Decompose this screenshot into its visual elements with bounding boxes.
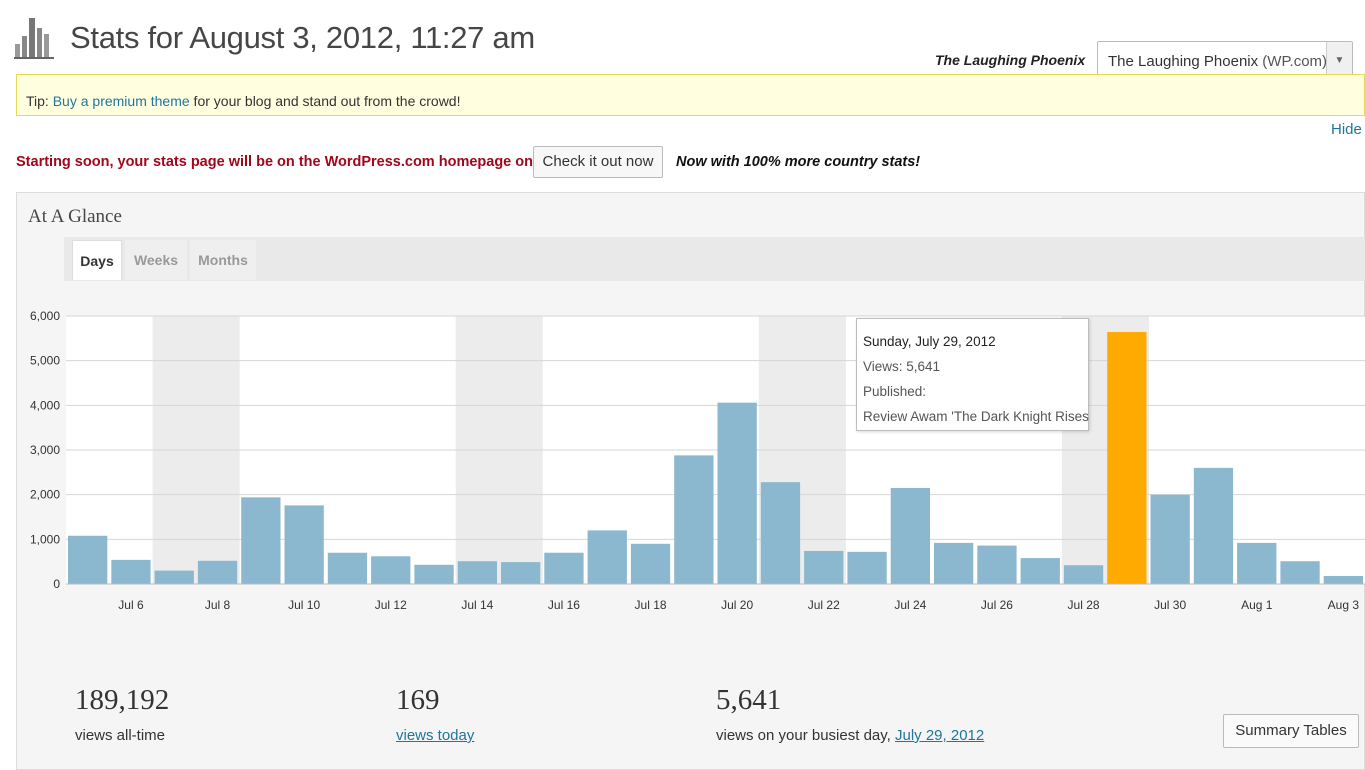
bar[interactable] [1280, 561, 1320, 584]
y-tick-label: 1,000 [30, 532, 60, 546]
y-tick-label: 0 [53, 577, 60, 591]
x-tick-label: Jul 6 [118, 598, 144, 612]
bar[interactable] [587, 530, 627, 584]
bar[interactable] [197, 560, 238, 584]
views-today-link[interactable]: views today [396, 727, 475, 744]
x-tick-label: Jul 22 [808, 598, 840, 612]
busiest-day-link[interactable]: July 29, 2012 [894, 727, 985, 744]
blog-name-label: The Laughing Phoenix [935, 52, 1086, 68]
bar-highlighted[interactable] [1107, 332, 1147, 584]
y-tick-label: 3,000 [30, 443, 60, 457]
views-alltime-value: 189,192 [75, 684, 170, 716]
tooltip-views: Views: 5,641 [863, 359, 941, 374]
bar[interactable] [501, 562, 541, 584]
bar[interactable] [674, 455, 714, 584]
y-tick-label: 6,000 [30, 309, 60, 323]
x-tick-label: Jul 26 [981, 598, 1013, 612]
bar[interactable] [934, 542, 974, 584]
panel-title: At A Glance [28, 206, 122, 227]
bar[interactable] [1063, 565, 1104, 584]
bar[interactable] [847, 551, 887, 584]
bar[interactable] [977, 545, 1017, 584]
bar[interactable] [154, 570, 194, 584]
tooltip-published-label: Published: [863, 384, 927, 399]
bar[interactable] [1020, 558, 1060, 584]
views-bar-chart: 0 1,000 2,000 3,000 4,000 5,000 6,000 Jul 6 Jul … [30, 309, 1365, 612]
bar[interactable] [68, 535, 108, 584]
tooltip-post-title: Review Awam 'The Dark Knight Rises [863, 409, 1089, 424]
x-tick-label: Jul 18 [635, 598, 667, 612]
bar-tooltip: Sunday, July 29, 2012 Views: 5,641 Publi… [856, 318, 1089, 431]
country-stats-notice: Now with 100% more country stats! [676, 154, 921, 170]
bar[interactable] [760, 482, 801, 584]
x-tick-label: Jul 28 [1068, 598, 1100, 612]
bar-chart-icon [14, 18, 54, 59]
bar[interactable] [717, 402, 757, 584]
x-tick-label: Jul 30 [1154, 598, 1186, 612]
y-tick-label: 4,000 [30, 398, 60, 412]
bar[interactable] [544, 552, 584, 584]
period-tabs [64, 237, 1365, 281]
x-tick-label: Aug 1 [1241, 598, 1273, 612]
bar[interactable] [284, 505, 324, 584]
hide-tip-link[interactable]: Hide [1331, 121, 1362, 138]
y-tick-label: 5,000 [30, 354, 60, 368]
bar[interactable] [1323, 575, 1363, 584]
tab-months[interactable]: Months [190, 240, 256, 280]
chevron-down-icon[interactable]: ▼ [1326, 42, 1352, 78]
tip-text: Tip: Buy a premium theme for your blog a… [26, 93, 461, 109]
x-tick-label: Aug 3 [1328, 598, 1360, 612]
homepage-notice: Starting soon, your stats page will be o… [16, 154, 549, 170]
x-tick-label: Jul 12 [375, 598, 407, 612]
bar[interactable] [457, 561, 497, 584]
x-tick-label: Jul 8 [205, 598, 231, 612]
bar[interactable] [804, 550, 844, 584]
busiest-day-value: 5,641 [716, 684, 782, 716]
bar[interactable] [414, 564, 454, 584]
summary-tables-button[interactable]: Summary Tables [1223, 714, 1359, 748]
busiest-day-label: views on your busiest day, July 29, 2012 [716, 727, 985, 744]
check-it-out-button[interactable]: Check it out now [533, 146, 663, 178]
bar[interactable] [111, 559, 151, 584]
bar[interactable] [371, 556, 411, 584]
views-today-value: 169 [396, 684, 440, 716]
tab-weeks[interactable]: Weeks [125, 240, 187, 280]
x-tick-label: Jul 20 [721, 598, 753, 612]
x-tick-label: Jul 16 [548, 598, 580, 612]
y-tick-label: 2,000 [30, 488, 60, 502]
bar[interactable] [890, 487, 930, 584]
bar[interactable] [327, 552, 368, 584]
blog-select[interactable]: The Laughing Phoenix (WP.com) ▼ [1097, 41, 1353, 79]
blog-select-value: The Laughing Phoenix (WP.com) [1108, 53, 1328, 70]
tab-days[interactable]: Days [72, 240, 122, 280]
bar[interactable] [1193, 467, 1234, 584]
x-tick-label: Jul 10 [288, 598, 320, 612]
bar[interactable] [241, 497, 281, 584]
premium-theme-link[interactable]: Buy a premium theme [52, 93, 190, 109]
x-tick-label: Jul 24 [894, 598, 926, 612]
tooltip-date: Sunday, July 29, 2012 [863, 334, 996, 349]
bar[interactable] [630, 543, 671, 584]
x-tick-label: Jul 14 [461, 598, 493, 612]
page-title: Stats for August 3, 2012, 11:27 am [70, 20, 535, 55]
views-alltime-label: views all-time [75, 727, 166, 744]
bar[interactable] [1237, 542, 1277, 584]
tip-bar: Tip: Buy a premium theme for your blog a… [16, 74, 1365, 116]
bar[interactable] [1150, 494, 1190, 584]
